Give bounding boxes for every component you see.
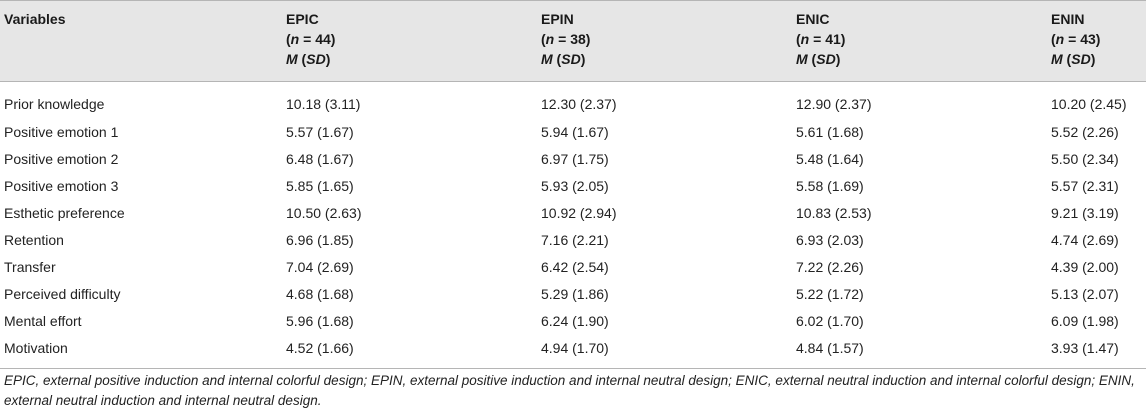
- epic-value-cell: 4.68 (1.68): [286, 286, 354, 302]
- header-epic: EPIC (n = 44) M (SD): [280, 1, 535, 82]
- header-row: Variables EPIC (n = 44) M (SD) EPIN (n =…: [0, 0, 1146, 82]
- header-group-name: EPIN: [541, 11, 574, 27]
- enin-value-cell: 5.52 (2.26): [1051, 124, 1119, 140]
- epin-value-cell: 10.92 (2.94): [541, 205, 617, 221]
- epin-value-cell: 5.93 (2.05): [541, 178, 609, 194]
- epic-value-cell: 4.52 (1.66): [280, 335, 535, 369]
- variable-name-cell: Prior knowledge: [4, 96, 105, 112]
- enin-value-cell: 4.74 (2.69): [1051, 232, 1119, 248]
- variable-name-cell: Perceived difficulty: [4, 286, 121, 302]
- enin-value-cell: 6.09 (1.98): [1051, 313, 1119, 329]
- epic-value-cell: 6.48 (1.67): [286, 151, 354, 167]
- enic-value-cell: 5.58 (1.69): [796, 178, 864, 194]
- epic-value-cell: 5.85 (1.65): [286, 178, 354, 194]
- variable-name-cell: Motivation: [0, 335, 280, 369]
- enic-value-cell: 6.02 (1.70): [796, 313, 864, 329]
- variable-name-cell: Retention: [4, 232, 64, 248]
- enin-value-cell: 10.20 (2.45): [1051, 96, 1127, 112]
- header-group-size: (n = 38): [541, 31, 591, 47]
- epin-value-cell: 5.94 (1.67): [541, 124, 609, 140]
- table-row: Motivation 4.52 (1.66) 4.94 (1.70) 4.84 (1.…: [0, 335, 1146, 369]
- variable-name-cell: Positive emotion 3: [4, 178, 119, 194]
- header-stat-label: M (SD): [1051, 51, 1096, 67]
- header-variables: Variables: [0, 1, 280, 82]
- table-row: Positive emotion 3 5.85 (1.65) 5.93 (2.05)…: [0, 173, 1146, 200]
- epin-value-cell: 6.97 (1.75): [541, 151, 609, 167]
- variable-name-cell: Positive emotion 2: [4, 151, 119, 167]
- enin-value-cell: 4.39 (2.00): [1051, 259, 1119, 275]
- table-header: Variables EPIC (n = 44) M (SD) EPIN (n =…: [0, 0, 1146, 82]
- epic-value-cell: 5.57 (1.67): [286, 124, 354, 140]
- header-enin: ENIN (n = 43) M (SD): [1045, 1, 1146, 82]
- enic-value-cell: 5.48 (1.64): [796, 151, 864, 167]
- table-row: Prior knowledge 10.18 (3.11) 12.30 (2.37) 1…: [0, 82, 1146, 120]
- enic-value-cell: 6.93 (2.03): [796, 232, 864, 248]
- enic-value-cell: 5.22 (1.72): [796, 286, 864, 302]
- descriptive-statistics-table: Variables EPIC (n = 44) M (SD) EPIN (n =…: [0, 0, 1146, 369]
- variable-name-cell: Transfer: [4, 259, 56, 275]
- header-group-size: (n = 44): [286, 31, 336, 47]
- table-row: Perceived difficulty 4.68 (1.68) 5.29 (1.8…: [0, 281, 1146, 308]
- epic-value-cell: 6.96 (1.85): [286, 232, 354, 248]
- enin-value-cell: 5.13 (2.07): [1051, 286, 1119, 302]
- table-row: Retention 6.96 (1.85) 7.16 (2.21) 6.93 (2.0…: [0, 227, 1146, 254]
- enic-value-cell: 4.84 (1.57): [790, 335, 1045, 369]
- header-stat-label: M (SD): [541, 51, 586, 67]
- enin-value-cell: 5.50 (2.34): [1051, 151, 1119, 167]
- table-row: Esthetic preference 10.50 (2.63) 10.92 (2.…: [0, 200, 1146, 227]
- enin-value-cell: 3.93 (1.47): [1045, 335, 1146, 369]
- epic-value-cell: 10.50 (2.63): [286, 205, 362, 221]
- epic-value-cell: 7.04 (2.69): [286, 259, 354, 275]
- table-footnote: EPIC, external positive induction and in…: [4, 373, 1135, 408]
- enic-value-cell: 10.83 (2.53): [796, 205, 872, 221]
- variable-name-cell: Esthetic preference: [4, 205, 125, 221]
- header-label: Variables: [4, 11, 66, 27]
- header-group-name: ENIN: [1051, 11, 1085, 27]
- table-row: Positive emotion 1 5.57 (1.67) 5.94 (1.67)…: [0, 119, 1146, 146]
- epin-value-cell: 4.94 (1.70): [535, 335, 790, 369]
- epin-value-cell: 7.16 (2.21): [541, 232, 609, 248]
- header-epin: EPIN (n = 38) M (SD): [535, 1, 790, 82]
- enin-value-cell: 5.57 (2.31): [1051, 178, 1119, 194]
- table-row: Transfer 7.04 (2.69) 6.42 (2.54) 7.22 (2.26…: [0, 254, 1146, 281]
- header-enic: ENIC (n = 41) M (SD): [790, 1, 1045, 82]
- table-body: Prior knowledge 10.18 (3.11) 12.30 (2.37) 1…: [0, 82, 1146, 369]
- header-stat-label: M (SD): [286, 51, 331, 67]
- enin-value-cell: 9.21 (3.19): [1051, 205, 1119, 221]
- header-stat-label: M (SD): [796, 51, 841, 67]
- epin-value-cell: 6.24 (1.90): [541, 313, 609, 329]
- enic-value-cell: 7.22 (2.26): [796, 259, 864, 275]
- table-row: Mental effort 5.96 (1.68) 6.24 (1.90) 6.02 …: [0, 308, 1146, 335]
- header-group-name: EPIC: [286, 11, 319, 27]
- table-container: Variables EPIC (n = 44) M (SD) EPIN (n =…: [0, 0, 1146, 408]
- epin-value-cell: 12.30 (2.37): [541, 96, 617, 112]
- enic-value-cell: 12.90 (2.37): [796, 96, 872, 112]
- epic-value-cell: 5.96 (1.68): [286, 313, 354, 329]
- header-group-name: ENIC: [796, 11, 830, 27]
- header-group-size: (n = 43): [1051, 31, 1101, 47]
- epin-value-cell: 6.42 (2.54): [541, 259, 609, 275]
- variable-name-cell: Positive emotion 1: [4, 124, 119, 140]
- epic-value-cell: 10.18 (3.11): [286, 96, 361, 112]
- header-group-size: (n = 41): [796, 31, 846, 47]
- variable-name-cell: Mental effort: [4, 313, 82, 329]
- table-row: Positive emotion 2 6.48 (1.67) 6.97 (1.75)…: [0, 146, 1146, 173]
- epin-value-cell: 5.29 (1.86): [541, 286, 609, 302]
- enic-value-cell: 5.61 (1.68): [796, 124, 864, 140]
